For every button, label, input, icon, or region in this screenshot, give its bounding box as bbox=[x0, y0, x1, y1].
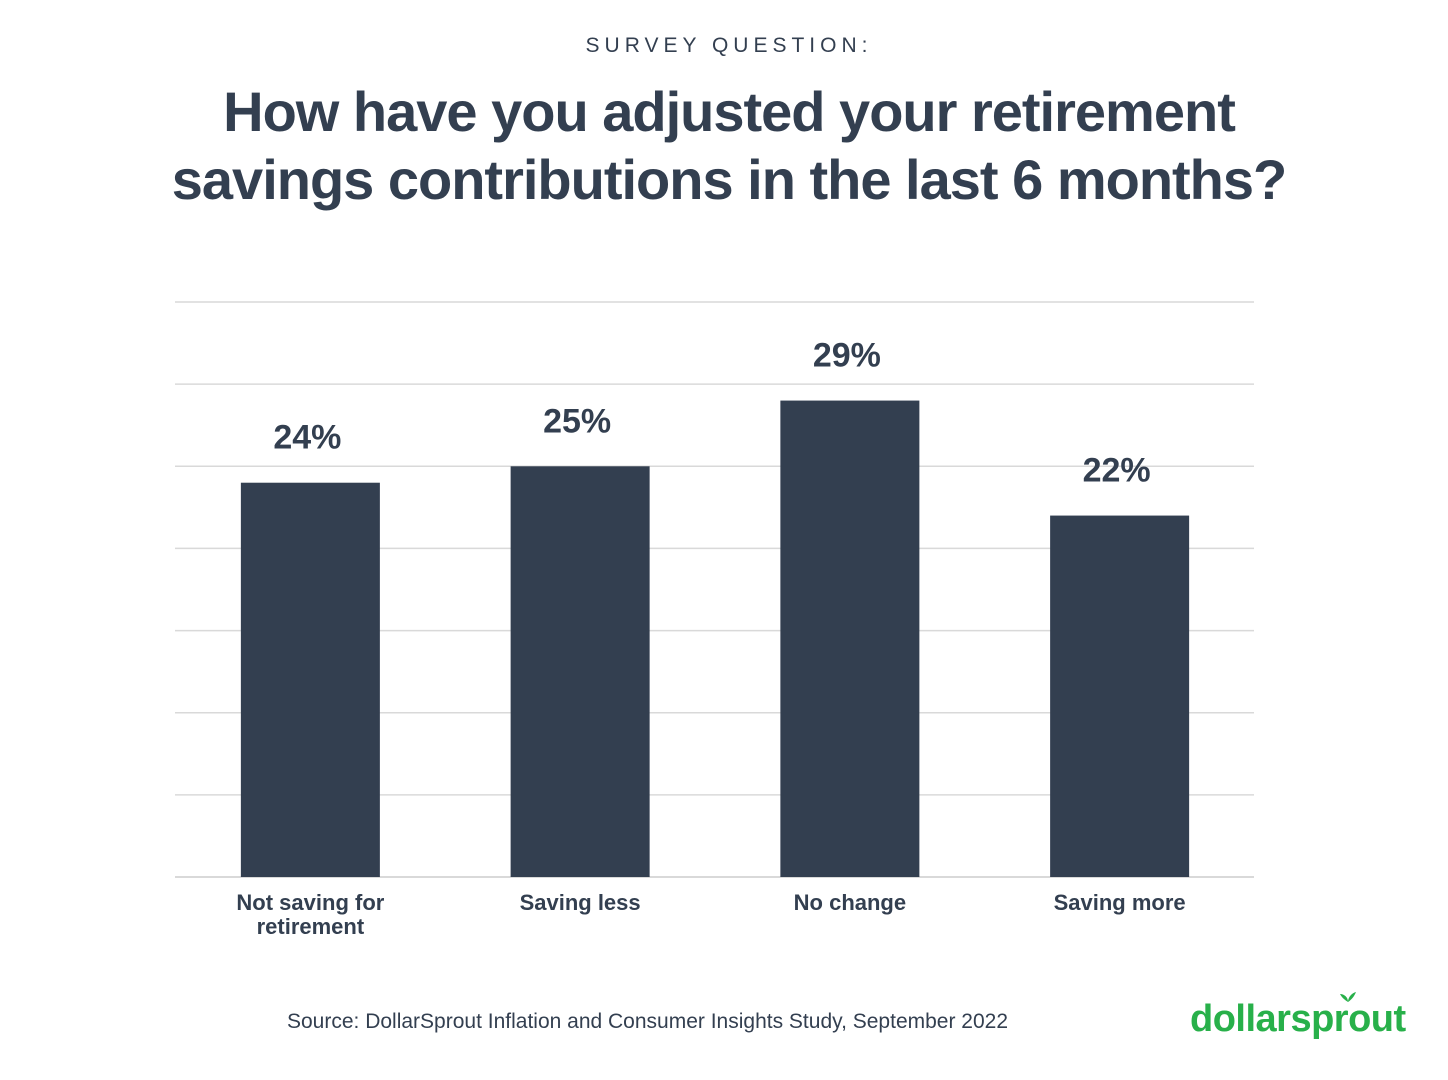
chart-title-line-2: savings contributions in the last 6 mont… bbox=[171, 148, 1287, 211]
category-label: No change bbox=[794, 890, 906, 915]
chart-title: How have you adjusted your retirement sa… bbox=[0, 78, 1448, 214]
category-label: Not saving for bbox=[236, 890, 384, 915]
bar-value-label: 24% bbox=[273, 419, 341, 457]
sprout-leaf-icon bbox=[1340, 992, 1356, 1002]
source-note: Source: DollarSprout Inflation and Consu… bbox=[287, 1010, 1009, 1033]
bar bbox=[240, 482, 380, 877]
brand-wordmark: dollarsprout bbox=[1190, 998, 1406, 1040]
bars bbox=[240, 400, 1190, 877]
chart-title-line-1: How have you adjusted your retirement bbox=[223, 80, 1236, 143]
bar-value-label: 25% bbox=[543, 402, 611, 440]
bar bbox=[510, 466, 650, 877]
bar-value-label: 22% bbox=[1083, 452, 1151, 490]
bar bbox=[780, 400, 920, 877]
survey-kicker: SURVEY QUESTION: bbox=[585, 34, 873, 57]
bar bbox=[1050, 515, 1190, 877]
bar-value-label: 29% bbox=[813, 337, 881, 375]
category-label: Saving less bbox=[520, 890, 641, 915]
category-label: retirement bbox=[257, 914, 365, 939]
value-labels: 24% 25% 29% 22% bbox=[273, 337, 1150, 490]
dollarsprout-logo: dollarsprout bbox=[1190, 992, 1406, 1041]
category-label: Saving more bbox=[1054, 890, 1186, 915]
